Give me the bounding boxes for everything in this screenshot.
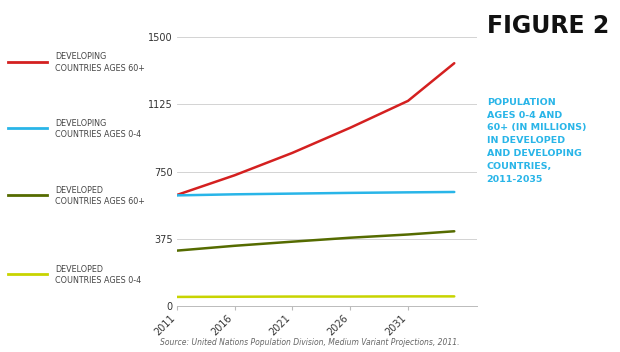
Text: POPULATION
AGES 0-4 AND
60+ (IN MILLIONS)
IN DEVELOPED
AND DEVELOPING
COUNTRIES,: POPULATION AGES 0-4 AND 60+ (IN MILLIONS… <box>487 98 586 184</box>
Text: Source: United Nations Population Division, Medium Variant Projections, 2011.: Source: United Nations Population Divisi… <box>160 338 460 347</box>
Text: FIGURE 2: FIGURE 2 <box>487 14 609 38</box>
Text: DEVELOPING
COUNTRIES AGES 60+: DEVELOPING COUNTRIES AGES 60+ <box>56 52 145 73</box>
Text: DEVELOPING
COUNTRIES AGES 0-4: DEVELOPING COUNTRIES AGES 0-4 <box>56 119 141 139</box>
Text: DEVELOPED
COUNTRIES AGES 60+: DEVELOPED COUNTRIES AGES 60+ <box>56 186 145 206</box>
Text: DEVELOPED
COUNTRIES AGES 0-4: DEVELOPED COUNTRIES AGES 0-4 <box>56 265 141 285</box>
